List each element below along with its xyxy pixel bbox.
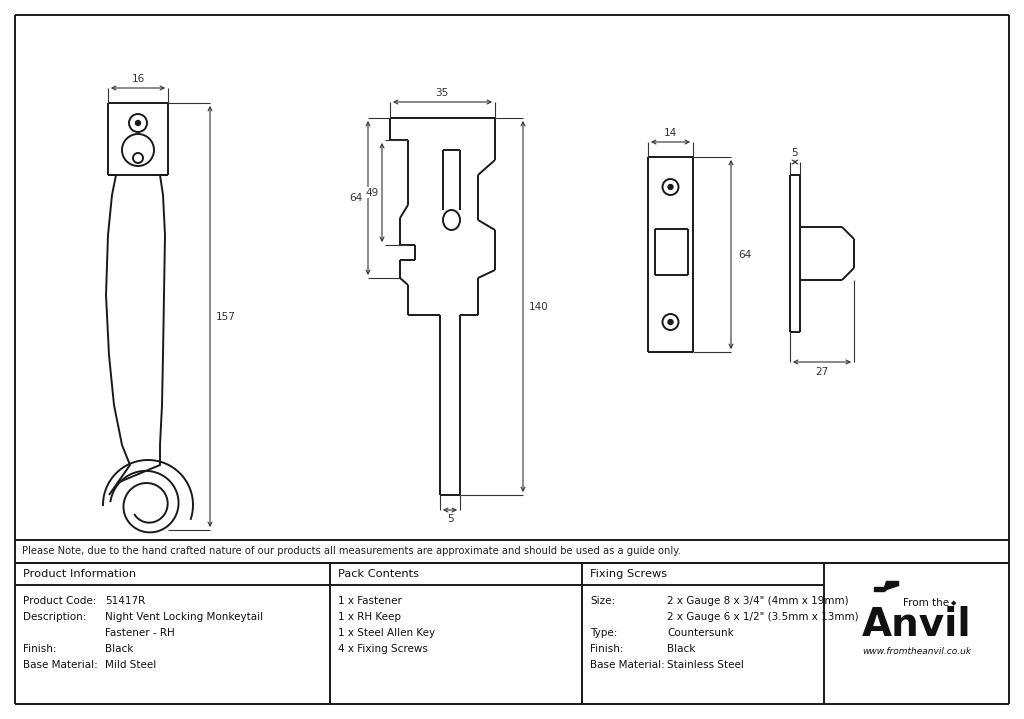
Text: ◆: ◆	[951, 600, 956, 607]
Circle shape	[135, 121, 140, 126]
Text: 14: 14	[664, 128, 677, 138]
Text: 4 x Fixing Screws: 4 x Fixing Screws	[338, 644, 428, 654]
Text: Description:: Description:	[23, 612, 86, 622]
Text: Base Material:: Base Material:	[590, 660, 665, 670]
Text: Size:: Size:	[590, 596, 615, 606]
Circle shape	[668, 319, 673, 324]
Text: 5: 5	[792, 148, 799, 158]
Text: Fastener - RH: Fastener - RH	[105, 628, 175, 638]
Text: Fixing Screws: Fixing Screws	[590, 569, 667, 579]
Text: 2 x Gauge 8 x 3/4" (4mm x 19mm): 2 x Gauge 8 x 3/4" (4mm x 19mm)	[667, 596, 849, 606]
Text: 27: 27	[815, 367, 828, 377]
Text: Black: Black	[105, 644, 133, 654]
Text: 140: 140	[529, 301, 549, 311]
Text: 5: 5	[446, 514, 454, 524]
Text: 49: 49	[366, 188, 379, 198]
Text: Base Material:: Base Material:	[23, 660, 97, 670]
Text: 2 x Gauge 6 x 1/2" (3.5mm x 13mm): 2 x Gauge 6 x 1/2" (3.5mm x 13mm)	[667, 612, 859, 622]
Text: Product Information: Product Information	[23, 569, 136, 579]
Text: Stainless Steel: Stainless Steel	[667, 660, 743, 670]
Text: Night Vent Locking Monkeytail: Night Vent Locking Monkeytail	[105, 612, 263, 622]
Text: 1 x Fastener: 1 x Fastener	[338, 596, 401, 606]
Text: 157: 157	[216, 311, 236, 321]
Text: 51417R: 51417R	[105, 596, 145, 606]
Text: Anvil: Anvil	[861, 607, 972, 644]
Text: Countersunk: Countersunk	[667, 628, 734, 638]
Polygon shape	[874, 582, 898, 592]
Text: Finish:: Finish:	[590, 644, 624, 654]
Text: 16: 16	[131, 74, 144, 84]
Text: Product Code:: Product Code:	[23, 596, 96, 606]
Text: Black: Black	[667, 644, 695, 654]
Text: Pack Contents: Pack Contents	[338, 569, 419, 579]
Text: 64: 64	[349, 193, 362, 203]
Text: Finish:: Finish:	[23, 644, 56, 654]
Circle shape	[668, 185, 673, 190]
Text: From the: From the	[903, 598, 949, 608]
Text: 35: 35	[435, 88, 449, 98]
Text: 64: 64	[738, 249, 752, 260]
Text: Type:: Type:	[590, 628, 617, 638]
Text: 1 x RH Keep: 1 x RH Keep	[338, 612, 401, 622]
Text: www.fromtheanvil.co.uk: www.fromtheanvil.co.uk	[862, 647, 971, 656]
Text: Mild Steel: Mild Steel	[105, 660, 157, 670]
Text: Please Note, due to the hand crafted nature of our products all measurements are: Please Note, due to the hand crafted nat…	[22, 546, 681, 557]
Text: 1 x Steel Allen Key: 1 x Steel Allen Key	[338, 628, 435, 638]
